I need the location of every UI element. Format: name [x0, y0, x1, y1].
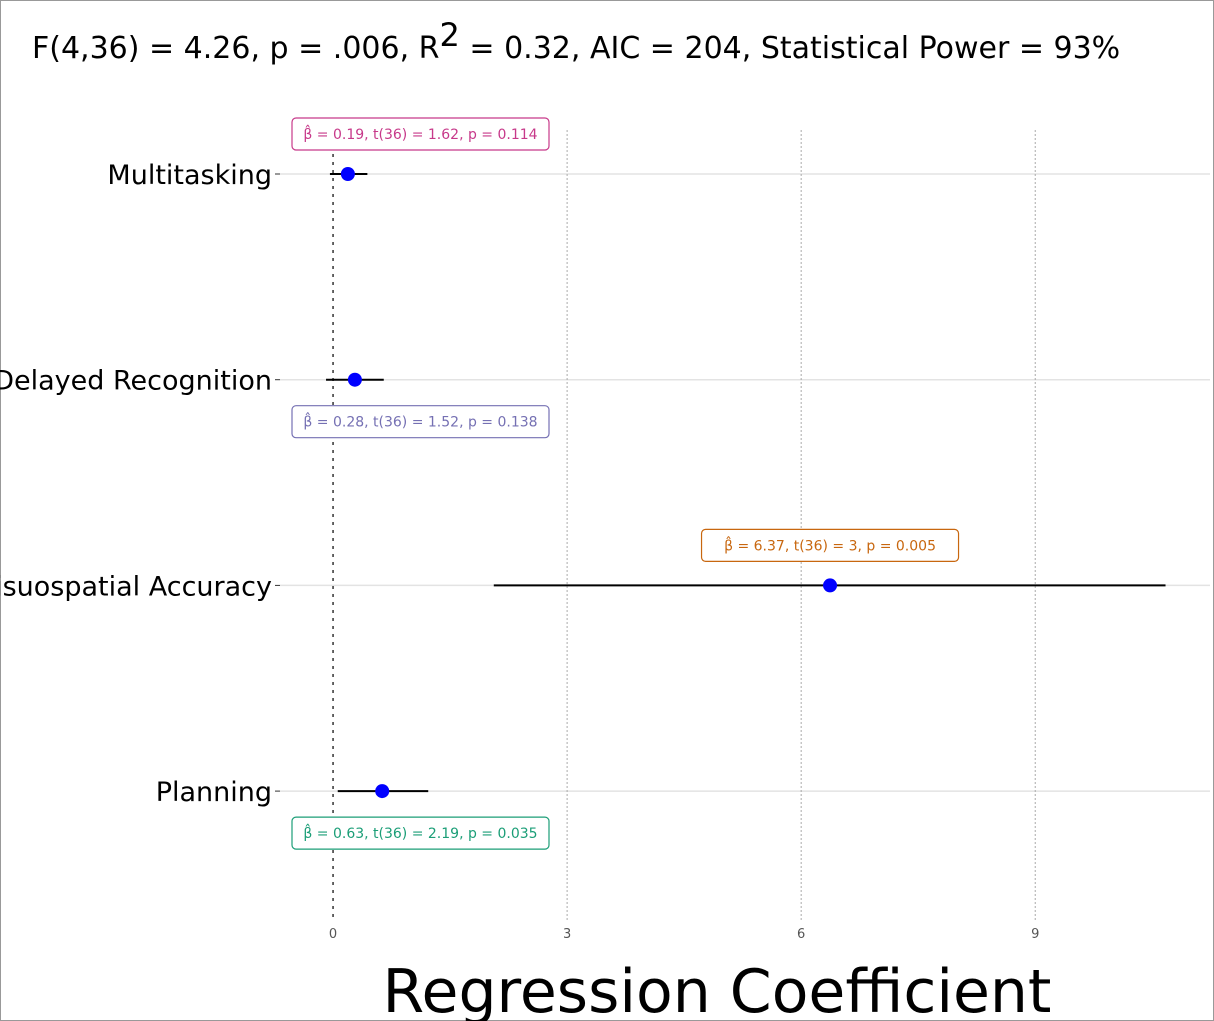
y-tick-label: Delayed Recognition: [0, 366, 272, 397]
y-tick-label: Visuospatial Accuracy: [0, 571, 272, 602]
y-tick-label: Multitasking: [107, 160, 272, 191]
x-tick-label: 9: [1031, 927, 1039, 942]
label-box: [291, 816, 550, 850]
x-tick-label: 0: [329, 927, 337, 942]
point: [340, 167, 355, 181]
y-tick-label: Planning: [156, 777, 272, 808]
title-superscript: 2: [440, 16, 460, 54]
x-axis-label: Regression Coefficient: [383, 957, 1052, 1021]
label-box: [291, 405, 550, 439]
point: [347, 372, 362, 387]
data-label: β̂ = 0.63, t(36) = 2.19, p = 0.035: [303, 824, 537, 843]
label-box: [700, 528, 960, 563]
data-label: β̂ = 0.19, t(36) = 1.62, p = 0.114: [303, 124, 537, 143]
label-box: [291, 117, 550, 151]
title-part: = 0.32, AIC = 204, Statistical Power = 9…: [460, 31, 1120, 66]
x-tick-label: 6: [797, 927, 805, 942]
point: [375, 784, 390, 799]
title-part: F(4,36) = 4.26, p = .006, R: [32, 31, 440, 66]
x-tick-label: 3: [563, 927, 571, 942]
point: [823, 578, 838, 593]
chart-title: F(4,36) = 4.26, p = .006, R2 = 0.32, AIC…: [32, 16, 1120, 66]
data-label: β̂ = 6.37, t(36) = 3, p = 0.005: [724, 536, 936, 555]
data-label: β̂ = 0.28, t(36) = 1.52, p = 0.138: [303, 412, 537, 431]
